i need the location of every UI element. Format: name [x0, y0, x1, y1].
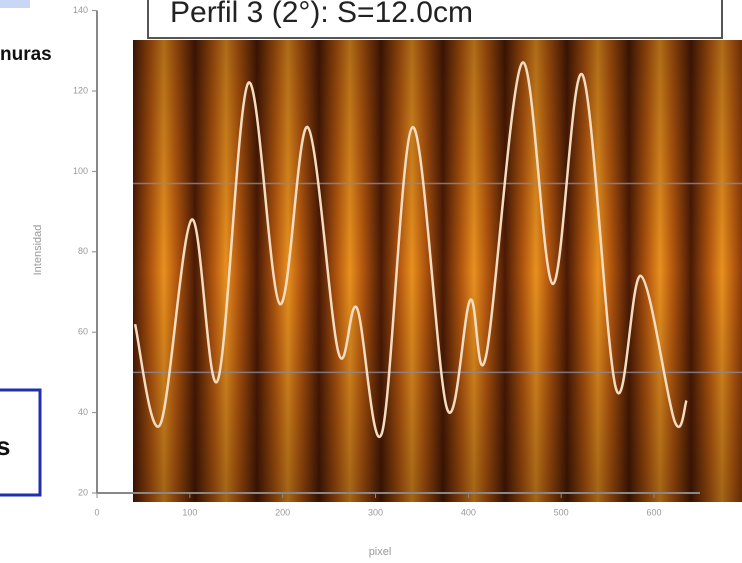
side-text: nuras	[0, 44, 52, 65]
y-tick-label: 140	[73, 5, 88, 15]
side-text: s	[0, 431, 10, 461]
chart-title: Perfil 3 (2°): S=12.0cm	[170, 0, 473, 29]
y-tick-label: 40	[78, 407, 88, 417]
x-tick-label: 100	[182, 507, 197, 517]
y-tick-label: 120	[73, 85, 88, 95]
x-tick-label: 500	[554, 507, 569, 517]
x-axis-label: pixel	[369, 546, 392, 558]
y-tick-label: 60	[78, 327, 88, 337]
y-axis-label: Intensidad	[32, 225, 44, 276]
x-tick-label: 300	[368, 507, 383, 517]
fringe-shade	[133, 40, 742, 502]
x-tick-label: 600	[646, 507, 661, 517]
x-tick-label: 400	[461, 507, 476, 517]
y-tick-label: 80	[78, 246, 88, 256]
fragment	[0, 0, 30, 8]
side-box	[0, 388, 42, 497]
data-line	[133, 61, 688, 438]
x-tick-label: 200	[275, 507, 290, 517]
y-tick-label: 20	[78, 487, 88, 497]
title-box	[147, 0, 723, 39]
y-tick-label: 100	[73, 166, 88, 176]
x-tick-label: 0	[94, 507, 99, 517]
